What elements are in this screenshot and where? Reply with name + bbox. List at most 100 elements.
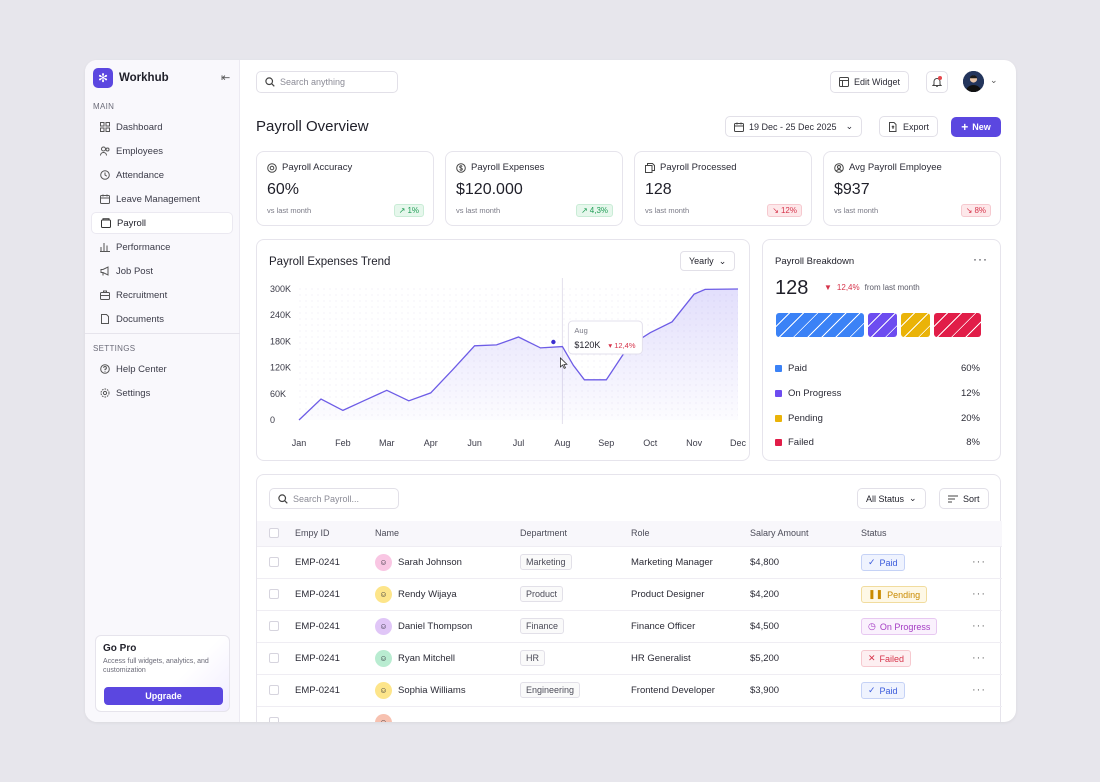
sidebar-item-label: Settings xyxy=(116,387,151,399)
column-header[interactable]: Name xyxy=(375,528,400,538)
sidebar-item-documents[interactable]: Documents xyxy=(91,308,233,330)
breakdown-bar-pending[interactable] xyxy=(901,313,930,337)
edit-widget-label: Edit Widget xyxy=(854,77,901,87)
export-icon xyxy=(889,121,897,132)
payroll-search-input[interactable]: Search Payroll... xyxy=(269,488,399,509)
role: Frontend Developer xyxy=(631,685,715,696)
layout-icon xyxy=(839,77,849,87)
table-row[interactable]: EMP-0241 ☺ Sarah Johnson Marketing Market… xyxy=(257,546,1002,578)
search-input[interactable]: Search anything xyxy=(256,71,398,93)
table-header: Empy ID Name Department Role Salary Amou… xyxy=(257,521,1002,546)
breakdown-title: Payroll Breakdown xyxy=(775,256,855,267)
data-point-highlight xyxy=(551,339,556,345)
user-avatar[interactable] xyxy=(963,71,984,92)
sidebar-item-performance[interactable]: Performance xyxy=(91,236,233,258)
sort-button[interactable]: Sort xyxy=(939,488,989,509)
column-header[interactable]: Empy ID xyxy=(295,528,330,538)
breakdown-total: 128 xyxy=(775,277,809,299)
checkbox[interactable] xyxy=(269,528,279,538)
row-checkbox[interactable] xyxy=(269,685,279,695)
plus-icon: + xyxy=(961,120,969,134)
breakdown-bar-on-progress[interactable] xyxy=(868,313,897,337)
row-more-icon[interactable]: ··· xyxy=(972,652,986,664)
search-icon xyxy=(278,493,288,504)
collapse-sidebar-icon[interactable]: ⇤ xyxy=(221,72,231,84)
table-row[interactable]: EMP-0241 ☺ Daniel Thompson Finance Financ… xyxy=(257,610,1002,642)
emp-name: Sarah Johnson xyxy=(398,557,462,568)
bar-chart-icon xyxy=(100,243,110,252)
role: Finance Officer xyxy=(631,621,696,632)
department-tag: Marketing xyxy=(520,554,572,570)
row-more-icon[interactable]: ··· xyxy=(972,556,986,568)
new-button[interactable]: + New xyxy=(951,117,1001,137)
legend-pending: Pending 20% xyxy=(775,413,980,424)
table-row[interactable]: EMP-0241 ☺ Sophia Williams Engineering Fr… xyxy=(257,674,1002,706)
select-all-checkbox[interactable] xyxy=(269,528,279,538)
legend-swatch xyxy=(775,390,782,397)
row-checkbox[interactable] xyxy=(269,589,279,599)
x-tick-label: Apr xyxy=(424,438,438,448)
row-checkbox[interactable] xyxy=(269,557,279,567)
breakdown-bar-failed[interactable] xyxy=(934,313,981,337)
sidebar-item-settings[interactable]: Settings xyxy=(91,382,233,404)
trend-chart[interactable]: 300K 240K 180K 120K 60K 0 Jan Feb Mar Apr Jun Jul Au… xyxy=(257,240,749,460)
column-header[interactable]: Department xyxy=(520,528,568,538)
emp-id: EMP-0241 xyxy=(295,557,340,568)
sidebar-item-leave-management[interactable]: Leave Management xyxy=(91,188,233,210)
edit-widget-button[interactable]: Edit Widget xyxy=(830,71,910,93)
breakdown-change-value: 12,4% xyxy=(836,283,860,292)
brand[interactable]: ✻ Workhub xyxy=(93,68,169,88)
notification-button[interactable] xyxy=(926,71,948,93)
column-header[interactable]: Role xyxy=(631,528,650,538)
role: Marketing Manager xyxy=(631,557,713,568)
sidebar-item-recruitment[interactable]: Recruitment xyxy=(91,284,233,306)
stat-subtext: vs last month xyxy=(645,206,690,215)
sidebar-item-label: Attendance xyxy=(116,169,165,181)
avatar: ☺ xyxy=(375,650,392,667)
sidebar-item-dashboard[interactable]: Dashboard xyxy=(91,116,233,138)
row-checkbox[interactable] xyxy=(269,653,279,663)
export-button[interactable]: Export xyxy=(879,116,939,137)
stat-subtext: vs last month xyxy=(267,206,312,215)
sidebar-item-help-center[interactable]: Help Center xyxy=(91,358,233,380)
legend-on-progress: On Progress 12% xyxy=(775,388,980,399)
department-tag: Engineering xyxy=(520,682,581,698)
chevron-down-icon[interactable]: ⌄ xyxy=(990,75,998,85)
more-icon[interactable]: ··· xyxy=(973,252,988,266)
row-checkbox[interactable] xyxy=(269,717,279,722)
date-range-picker[interactable]: 19 Dec - 25 Dec 2025 ⌄ xyxy=(725,116,863,137)
table-row-partial[interactable]: ☺ xyxy=(257,706,1002,722)
row-more-icon[interactable]: ··· xyxy=(972,588,986,600)
sidebar-item-employees[interactable]: Employees xyxy=(91,140,233,162)
row-more-icon[interactable]: ··· xyxy=(972,620,986,632)
stat-value: 128 xyxy=(645,181,672,198)
x-tick-label: Aug xyxy=(554,438,570,448)
upgrade-button[interactable]: Upgrade xyxy=(104,687,223,705)
trend-down-icon: ▼ xyxy=(824,283,832,292)
status-badge: ◷ On Progress xyxy=(861,618,938,635)
sidebar-item-payroll[interactable]: Payroll xyxy=(91,212,233,234)
department-tag: Product xyxy=(520,586,564,602)
status-filter-select[interactable]: All Status ⌄ xyxy=(857,488,926,509)
emp-name: Ryan Mitchell xyxy=(398,653,456,664)
table-row[interactable]: EMP-0241 ☺ Ryan Mitchell HR HR Generalist… xyxy=(257,642,1002,674)
avatar: ☺ xyxy=(375,586,392,603)
row-checkbox[interactable] xyxy=(269,621,279,631)
table-row[interactable]: EMP-0241 ☺ Rendy Wijaya Product Product D… xyxy=(257,578,1002,610)
sort-label: Sort xyxy=(963,493,980,504)
sidebar-item-attendance[interactable]: Attendance xyxy=(91,164,233,186)
role: Product Designer xyxy=(631,589,705,600)
tooltip-value: $120K xyxy=(574,340,600,350)
briefcase-icon xyxy=(100,290,110,300)
gear-icon xyxy=(100,388,110,398)
files-icon xyxy=(645,162,655,173)
period-select[interactable]: Yearly ⌄ xyxy=(680,251,736,271)
column-header[interactable]: Status xyxy=(861,528,887,538)
new-label: New xyxy=(972,122,991,132)
row-more-icon[interactable]: ··· xyxy=(972,684,986,696)
sidebar-item-job-post[interactable]: Job Post xyxy=(91,260,233,282)
avatar: ☺ xyxy=(375,714,392,722)
grid-icon xyxy=(100,122,110,132)
column-header[interactable]: Salary Amount xyxy=(750,528,809,538)
breakdown-bar-paid[interactable] xyxy=(776,313,864,337)
